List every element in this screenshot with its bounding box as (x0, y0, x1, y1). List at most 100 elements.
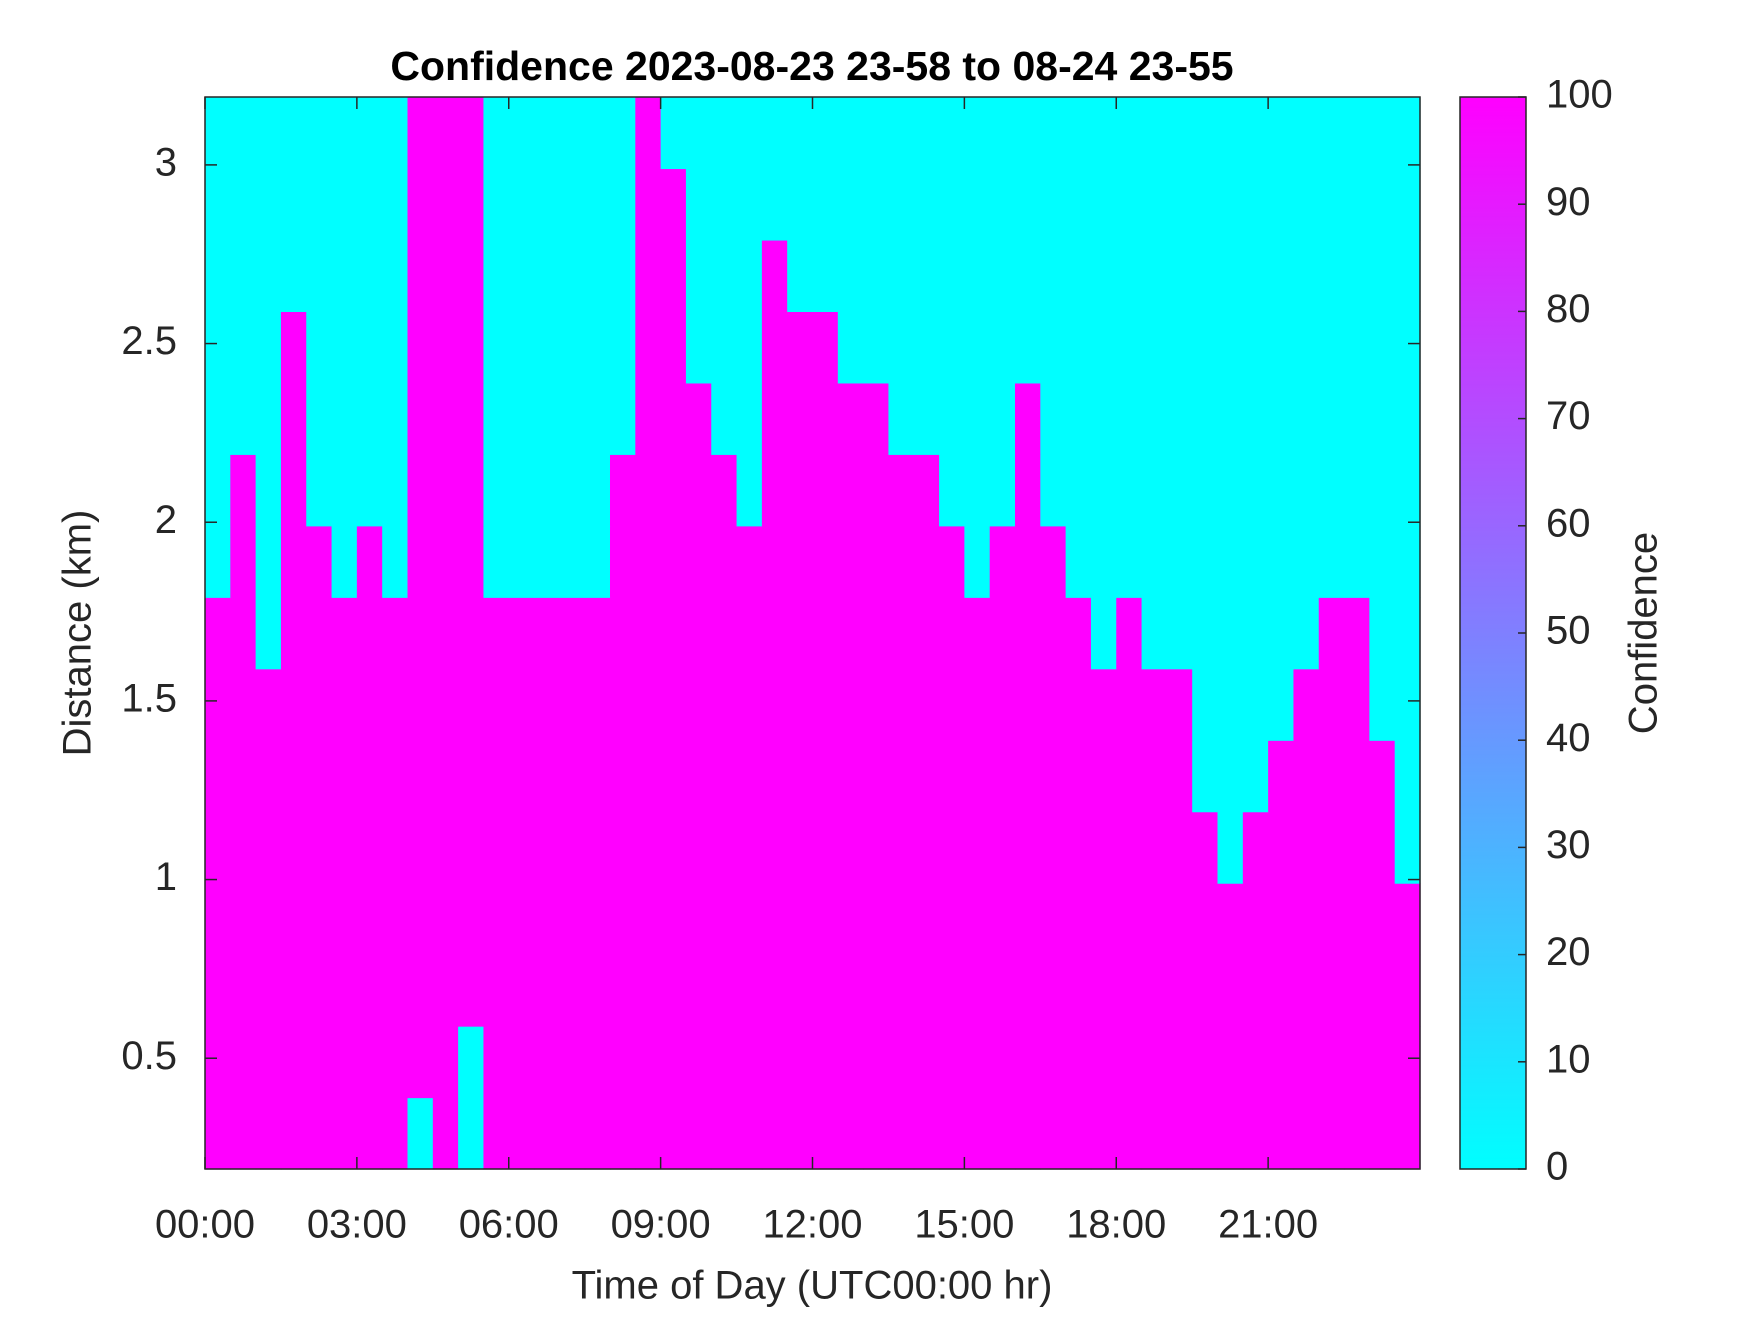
heatmap-cell (1166, 597, 1193, 670)
heatmap-cell (736, 168, 763, 241)
heatmap-cell (508, 1097, 535, 1170)
heatmap-cell (1166, 525, 1193, 598)
heatmap-cell (761, 811, 788, 884)
heatmap-cell (736, 454, 763, 527)
heatmap-cell (812, 740, 839, 813)
heatmap-cell (812, 454, 839, 527)
heatmap-cell (432, 954, 459, 1027)
heatmap-cell (306, 1097, 333, 1170)
heatmap-cell (761, 597, 788, 670)
heatmap-cell (685, 597, 712, 670)
heatmap-cell (939, 382, 965, 455)
heatmap-cell (1268, 597, 1295, 670)
heatmap-cell (1217, 239, 1244, 312)
heatmap-cell (711, 668, 738, 741)
heatmap-cell (1065, 382, 1092, 455)
heatmap-cell (559, 1097, 586, 1170)
heatmap-cell (382, 525, 409, 598)
heatmap-cell (1242, 239, 1269, 312)
heatmap-cell (559, 883, 586, 956)
heatmap-cell (610, 811, 636, 884)
heatmap-cell (230, 811, 257, 884)
heatmap-cell (230, 1097, 257, 1170)
heatmap-cell (534, 311, 560, 384)
heatmap-cell (1015, 811, 1041, 884)
heatmap-cell (534, 954, 560, 1027)
heatmap-cell (1318, 811, 1345, 884)
heatmap-cell (432, 239, 459, 312)
heatmap-cell (1217, 668, 1244, 741)
heatmap-cell (787, 954, 814, 1027)
heatmap-cell (913, 97, 940, 170)
heatmap-cell (205, 883, 231, 956)
heatmap-cell (458, 1026, 485, 1099)
heatmap-cell (407, 97, 434, 170)
heatmap-cell (1192, 382, 1219, 455)
heatmap-cell (559, 1026, 586, 1099)
heatmap-cell (660, 597, 687, 670)
heatmap-cell (1344, 454, 1370, 527)
heatmap-cell (610, 382, 636, 455)
heatmap-cell (863, 525, 890, 598)
heatmap-cell (382, 97, 409, 170)
heatmap-cell (1141, 239, 1168, 312)
heatmap-cell (913, 740, 940, 813)
heatmap-cell (1065, 954, 1092, 1027)
heatmap-cell (255, 97, 282, 170)
heatmap-cell (356, 311, 383, 384)
heatmap-cell (1015, 168, 1041, 241)
heatmap-cell (812, 168, 839, 241)
heatmap-cell (432, 597, 459, 670)
heatmap-cell (837, 1097, 864, 1170)
heatmap-cell (863, 954, 890, 1027)
heatmap-cell (1141, 382, 1168, 455)
heatmap-cell (736, 597, 763, 670)
heatmap-cell (255, 811, 282, 884)
heatmap-cell (837, 168, 864, 241)
heatmap-cell (534, 239, 560, 312)
heatmap-cell (306, 597, 333, 670)
heatmap-cell (939, 883, 965, 956)
heatmap-cell (584, 525, 611, 598)
heatmap-cell (685, 954, 712, 1027)
heatmap-cell (787, 97, 814, 170)
heatmap-cell (711, 168, 738, 241)
heatmap-cell (584, 454, 611, 527)
heatmap-cell (888, 454, 915, 527)
heatmap-cell (685, 1097, 712, 1170)
heatmap-cell (837, 1026, 864, 1099)
heatmap-cell (1166, 883, 1193, 956)
heatmap-cell (913, 168, 940, 241)
heatmap-cell (382, 1026, 409, 1099)
heatmap-cell (939, 239, 965, 312)
heatmap-cell (1040, 97, 1067, 170)
heatmap-cell (837, 382, 864, 455)
heatmap-cell (1015, 97, 1041, 170)
heatmap-cell (1065, 454, 1092, 527)
heatmap-cell (584, 740, 611, 813)
heatmap-cell (534, 740, 560, 813)
heatmap-cell (939, 168, 965, 241)
heatmap-cell (559, 525, 586, 598)
heatmap-cell (458, 454, 485, 527)
heatmap-cell (534, 883, 560, 956)
heatmap-cell (1065, 311, 1092, 384)
heatmap-cell (812, 1097, 839, 1170)
heatmap-cell (356, 668, 383, 741)
heatmap-cell (584, 597, 611, 670)
heatmap-cell (356, 1026, 383, 1099)
heatmap-cell (837, 954, 864, 1027)
heatmap-cell (812, 525, 839, 598)
heatmap-cell (356, 382, 383, 455)
heatmap-cell (382, 883, 409, 956)
heatmap-cell (711, 525, 738, 598)
heatmap-cell (559, 382, 586, 455)
heatmap-cell (1293, 597, 1320, 670)
heatmap-cell (812, 883, 839, 956)
heatmap-cell (989, 1026, 1016, 1099)
heatmap-cell (812, 597, 839, 670)
heatmap-cell (331, 811, 358, 884)
heatmap-cell (711, 97, 738, 170)
heatmap-cell (1040, 525, 1067, 598)
heatmap-cell (230, 668, 257, 741)
